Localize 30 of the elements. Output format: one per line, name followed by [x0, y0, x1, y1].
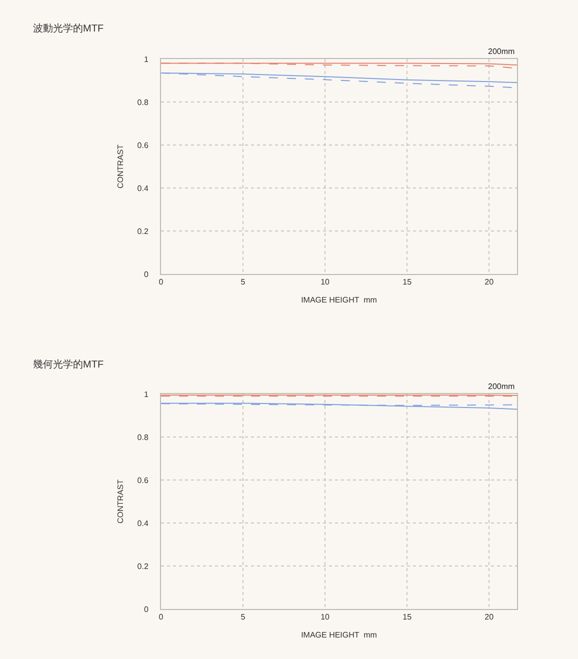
text: 200mm [488, 47, 516, 56]
y-tick-label: 0 [144, 270, 149, 279]
y-tick-label: 1 [144, 390, 149, 399]
y-axis-title: CONTRAST [116, 144, 125, 188]
x-tick-label: 15 [402, 278, 412, 287]
text: 200mm [488, 382, 516, 391]
text: 波動光学的MTF [33, 22, 104, 34]
y-tick-label: 0.8 [137, 432, 149, 442]
x-axis-title: IMAGE HEIGHT mm [301, 296, 378, 305]
x-tick-label: 15 [402, 612, 412, 622]
y-tick-label: 0.2 [137, 562, 149, 571]
y-tick-label: 0.2 [137, 226, 149, 236]
y-tick-label: 1 [144, 54, 149, 64]
y-tick-label: 0.4 [137, 184, 149, 193]
x-tick-label: 20 [484, 278, 494, 287]
x-tick-label: 0 [158, 612, 164, 622]
x-tick-label: 10 [320, 278, 330, 287]
y-tick-label: 0 [144, 604, 149, 614]
x-tick-label: 0 [158, 278, 164, 287]
x-tick-label: 5 [240, 612, 246, 622]
x-tick-label: 20 [484, 612, 494, 622]
y-tick-label: 0.6 [137, 140, 149, 150]
x-axis-title: IMAGE HEIGHT mm [301, 630, 378, 640]
x-tick-label: 10 [320, 612, 330, 622]
y-tick-label: 0.4 [137, 518, 149, 528]
y-tick-label: 0.8 [137, 98, 149, 107]
y-axis-title: CONTRAST [116, 479, 125, 524]
y-tick-label: 0.6 [137, 476, 149, 485]
text: 幾何光学的MTF [33, 358, 104, 370]
x-tick-label: 5 [240, 278, 246, 287]
